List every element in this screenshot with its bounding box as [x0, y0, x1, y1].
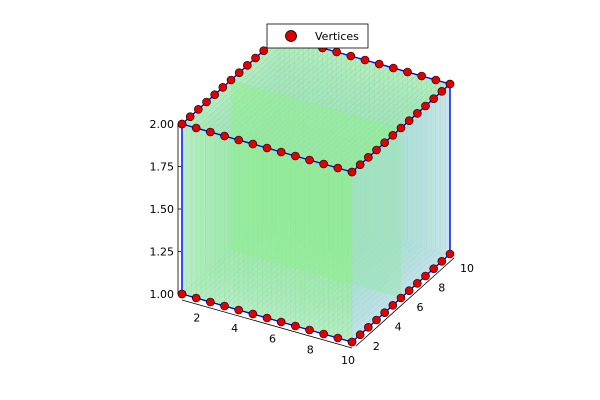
- vertex-point: [206, 127, 215, 137]
- vertex-point: [262, 313, 272, 323]
- vertex-point: [404, 116, 414, 125]
- vertex-point: [388, 301, 398, 310]
- legend-label: Vertices: [315, 30, 359, 43]
- vertex-point: [305, 325, 314, 335]
- vertex-point: [355, 160, 365, 169]
- vertex-point: [429, 264, 438, 273]
- legend: Vertices: [266, 23, 369, 49]
- z-tick-label: 2.00: [150, 118, 175, 131]
- tick-labels: 1.00 1.25 1.50 1.75 2.00 2 4 6 8 10 2 4 6 8 10: [150, 118, 475, 367]
- vertex-point: [276, 317, 286, 327]
- vertex-point: [251, 53, 260, 63]
- vertex-point: [191, 123, 201, 133]
- vertex-point: [319, 329, 328, 339]
- vertex-point: [220, 301, 229, 311]
- vertex-point: [333, 333, 343, 343]
- vertex-point: [347, 167, 357, 177]
- y-tick-label: 10: [460, 262, 474, 275]
- vertex-point: [177, 119, 187, 129]
- vertex-point: [374, 59, 384, 69]
- x-tick-label: 6: [269, 333, 276, 346]
- vertex-point: [404, 286, 414, 295]
- vertex-point: [248, 309, 258, 319]
- vertex-point: [291, 321, 300, 331]
- vertex-point: [218, 83, 228, 92]
- vertex-point: [417, 71, 426, 81]
- vertex-point: [332, 47, 341, 57]
- vertex-point: [445, 249, 455, 259]
- z-tick-label: 1.25: [150, 246, 175, 259]
- vertex-point: [243, 61, 252, 70]
- vertex-point: [226, 75, 236, 85]
- vertex-point: [431, 75, 441, 85]
- y-tick-label: 2: [373, 340, 380, 353]
- z-tick-label: 1.50: [150, 203, 175, 216]
- legend-box: [266, 23, 369, 49]
- x-tick-label: 4: [231, 322, 238, 335]
- legend-marker: [285, 30, 297, 42]
- vertex-point: [333, 163, 343, 173]
- y-axis-line: [355, 257, 455, 347]
- z-tick-label: 1.00: [150, 288, 175, 301]
- vertex-point: [421, 271, 430, 281]
- vertex-point: [388, 131, 398, 140]
- vertex-point: [360, 55, 370, 65]
- vertex-point: [403, 67, 412, 77]
- vertex-point: [248, 139, 258, 149]
- vertex-point: [234, 135, 243, 145]
- vertex-point: [413, 279, 422, 288]
- vertex-point: [364, 153, 373, 162]
- vertex-point: [220, 131, 229, 141]
- z-tick-label: 1.75: [150, 161, 175, 174]
- right-face: [352, 84, 450, 342]
- x-tick-label: 10: [341, 354, 355, 367]
- vertex-point: [445, 79, 455, 89]
- front-face: [182, 124, 352, 342]
- vertex-point: [259, 46, 268, 55]
- mid-slab: [231, 80, 401, 298]
- vertex-point: [291, 151, 300, 161]
- y-tick-label: 6: [416, 301, 423, 314]
- vertex-point: [437, 87, 447, 96]
- vertex-point: [191, 293, 201, 303]
- vertex-point: [202, 97, 211, 107]
- vertex-point: [346, 51, 356, 61]
- vertex-point: [276, 147, 286, 157]
- vertex-point: [262, 143, 272, 153]
- vertex-point: [396, 293, 406, 303]
- x-tick-label: 8: [307, 343, 314, 356]
- vertex-point: [437, 257, 447, 266]
- vertex-point: [372, 315, 381, 325]
- vertex-point: [364, 323, 373, 332]
- vertex-point: [319, 159, 328, 169]
- y-tick-label: 8: [438, 282, 445, 295]
- surface-faces: [181, 35, 451, 343]
- vertex-point: [305, 155, 314, 165]
- vertex-point: [234, 305, 243, 315]
- x-tick-label: 2: [193, 311, 200, 324]
- vertex-point: [194, 105, 203, 114]
- vertex-point: [389, 63, 398, 73]
- vertex-point: [177, 289, 187, 299]
- y-tick-label: 4: [395, 321, 402, 334]
- vertex-point: [380, 308, 389, 317]
- vertex-point: [234, 68, 244, 77]
- vertex-point: [380, 138, 389, 147]
- vertex-point: [347, 337, 357, 347]
- vertex-point: [372, 145, 381, 155]
- vertex-point: [429, 94, 438, 103]
- vertex-point: [206, 297, 215, 307]
- vertex-point: [413, 109, 422, 118]
- vertex-point: [396, 123, 406, 133]
- axes: [177, 123, 455, 349]
- x-axis-line: [181, 299, 353, 349]
- vertex-point: [421, 101, 430, 111]
- vertex-point: [185, 112, 195, 121]
- vertex-point: [210, 90, 219, 99]
- vertex-point: [355, 330, 365, 339]
